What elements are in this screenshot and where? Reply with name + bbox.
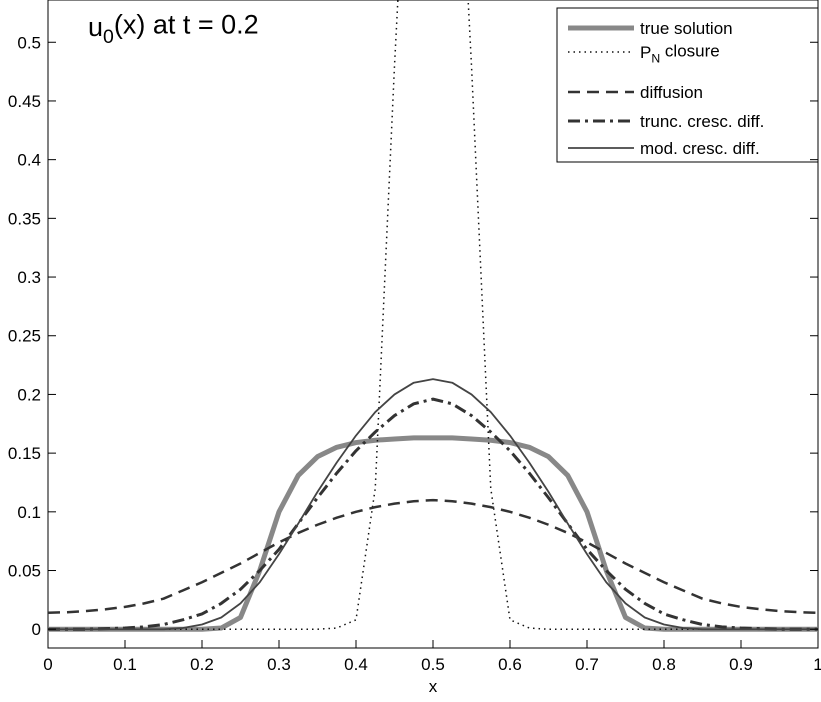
y-tick-label: 0.1 [17,503,41,522]
y-tick-label: 0.45 [8,92,41,111]
y-tick-label: 0.15 [8,444,41,463]
x-tick-label: 0.9 [729,655,753,674]
chart-title: u0(x) at t = 0.2 [88,9,259,47]
data-line [48,498,818,615]
x-axis-label: x [429,677,438,696]
y-tick-label: 0.35 [8,209,41,228]
data-line [48,397,818,631]
x-tick-label: 0.5 [421,655,445,674]
x-tick-label: 1 [813,655,821,674]
legend-label: trunc. cresc. diff. [640,112,764,131]
legend-box [556,7,819,163]
x-tick-label: 0.1 [113,655,137,674]
x-tick-label: 0.7 [575,655,599,674]
x-tick-label: 0 [43,655,52,674]
x-tick-label: 0.6 [498,655,522,674]
legend-label: mod. cresc. diff. [640,139,760,158]
x-tick-label: 0.8 [652,655,676,674]
y-tick-label: 0 [32,620,41,639]
x-tick-label: 0.4 [344,655,368,674]
y-tick-label: 0.05 [8,562,41,581]
legend-label: PN closure [640,41,720,65]
x-tick-label: 0.2 [190,655,214,674]
y-tick-label: 0.4 [17,151,41,170]
y-tick-label: 0.3 [17,268,41,287]
data-line [48,378,818,631]
legend-label: true solution [640,19,733,38]
legend-label: diffusion [640,83,703,102]
x-tick-label: 0.3 [267,655,291,674]
y-tick-label: 0.5 [17,33,41,52]
plot-area [48,0,818,632]
y-tick-label: 0.25 [8,327,41,346]
y-tick-label: 0.2 [17,385,41,404]
